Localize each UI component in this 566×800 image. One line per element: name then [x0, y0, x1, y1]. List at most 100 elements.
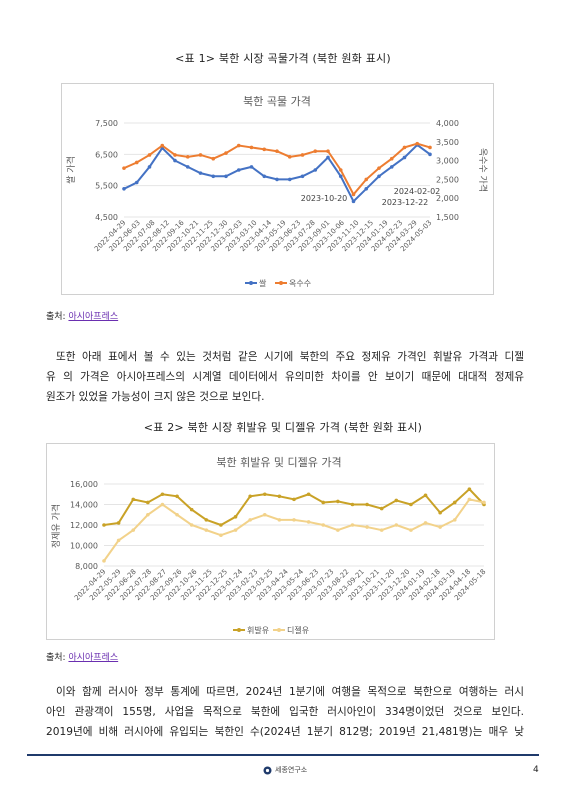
- chart2-point: [350, 502, 355, 507]
- chart1-point: [351, 192, 356, 197]
- chart1-point: [122, 166, 126, 170]
- chart2-point: [175, 494, 179, 499]
- fuel-price-chart: 북한 휘발유 및 디젤유 가격 16,000 14,000 12,000 10,000 8…: [46, 443, 495, 640]
- chart2-legend-marker: [277, 628, 281, 632]
- chart1-point: [198, 153, 203, 157]
- para2-line-2: 아인 관광객이 155명, 사업을 목적으로 북한에 입국한 러시아인이 334…: [46, 706, 524, 718]
- chart1-point: [173, 158, 177, 163]
- chart2-point: [146, 512, 150, 517]
- chart1-point: [236, 168, 241, 172]
- footer-logo: 세종연구소: [263, 765, 307, 775]
- chart1-point: [313, 168, 318, 172]
- source1: 출처: 아시아프레스: [46, 309, 118, 322]
- chart2-point: [277, 494, 282, 499]
- source2: 출처: 아시아프레스: [46, 650, 118, 663]
- chart1-point: [173, 153, 177, 157]
- footer-logo-text: 세종연구소: [275, 766, 308, 774]
- chart1-y-right-tick: 2,500: [436, 175, 459, 184]
- chart1-point: [326, 155, 330, 160]
- source1-link[interactable]: 아시아프레스: [68, 312, 119, 322]
- chart1-point: [287, 155, 292, 159]
- chart2-point: [160, 502, 165, 507]
- chart2-point: [482, 500, 486, 505]
- chart1-point: [364, 187, 369, 191]
- chart1-point: [236, 143, 241, 148]
- para1-line-1: 또한 아래 표에서 볼 수 있는 것처럼 같은 시기에 북한의 주요 정제유 가…: [56, 351, 524, 363]
- chart1-point: [249, 165, 254, 169]
- chart2-y-tick: 10,000: [70, 542, 98, 551]
- chart2-point: [321, 523, 326, 527]
- chart1-point: [389, 165, 394, 169]
- chart2-point: [394, 523, 399, 527]
- chart2-legend-marker: [237, 628, 241, 632]
- chart1-point: [224, 174, 228, 179]
- chart1-point: [134, 180, 139, 185]
- chart1-y-right-tick: 3,000: [436, 157, 459, 166]
- source1-label: 출처:: [46, 312, 69, 322]
- chart1-legend-label: 옥수수: [289, 279, 311, 288]
- chart2-point: [365, 502, 369, 507]
- chart2-ylabel: 정제유 가격: [50, 504, 62, 548]
- chart2-point: [292, 497, 296, 502]
- chart1-point: [134, 160, 139, 165]
- chart1-point: [428, 145, 432, 150]
- chart1-point: [185, 155, 190, 159]
- chart1-y-right-tick: 1,500: [436, 213, 459, 222]
- chart1-point: [428, 152, 432, 157]
- chart2-point: [277, 518, 282, 522]
- chart1-ylabel-right: 옥수수 가격: [477, 148, 489, 192]
- chart1-point: [275, 149, 279, 153]
- chart2-point: [423, 521, 428, 525]
- chart1-point: [402, 155, 407, 160]
- chart2-point: [233, 515, 238, 519]
- chart2-point: [292, 518, 296, 522]
- chart1-point: [300, 174, 305, 179]
- chart2-point: [189, 523, 194, 527]
- chart1-legend-marker: [249, 281, 253, 285]
- chart1-point: [415, 141, 420, 146]
- chart2-point: [233, 528, 238, 532]
- chart2-point: [175, 512, 179, 517]
- chart1-y-right-tick: 3,500: [436, 138, 459, 147]
- chart1-y-right-tick: 4,000: [436, 119, 459, 128]
- chart2-point: [336, 499, 340, 504]
- chart2-point: [248, 494, 252, 499]
- source2-link[interactable]: 아시아프레스: [68, 653, 119, 663]
- chart1-point: [198, 171, 203, 175]
- chart1-point: [338, 168, 343, 172]
- chart2-point: [262, 492, 267, 497]
- chart2-point: [219, 533, 223, 538]
- chart2-point: [160, 492, 165, 497]
- grain-price-chart-svg: 북한 곡물 가격 7,500 6,500 5,500 4,500 4,000 3,500 3,…: [65, 95, 489, 288]
- chart2-point: [146, 500, 150, 505]
- chart2-point: [467, 487, 472, 491]
- para2-line-3: 2019년에 비해 러시아에 유입되는 북한인 수(2024년 1분기 812명…: [46, 726, 524, 738]
- chart2-series-line: [103, 498, 485, 562]
- chart1-point: [211, 156, 216, 161]
- chart1-y-left-tick: 7,500: [95, 119, 118, 128]
- chart2-point: [350, 523, 355, 527]
- chart2-point: [204, 528, 209, 532]
- chart2-point: [409, 502, 413, 507]
- para2-line-1: 이와 함께 러시아 정부 통계에 따르면, 2024년 1분기에 여행을 목적으…: [56, 686, 524, 698]
- chart2-point: [131, 497, 136, 502]
- chart1-point: [147, 153, 152, 157]
- chart2-point: [248, 518, 252, 522]
- chart1-point: [313, 149, 318, 153]
- chart1-title: 북한 곡물 가격: [243, 95, 311, 108]
- chart1-point: [185, 165, 190, 169]
- chart2-y-tick: 12,000: [70, 521, 98, 530]
- chart2-point: [379, 506, 384, 511]
- chart1-y-right-tick: 2,000: [436, 194, 459, 203]
- chart1-legend-label: 쌀: [259, 279, 267, 288]
- para1-line-3: 원조가 있었을 가능성이 크지 않은 것으로 보인다.: [46, 391, 265, 403]
- chart1-point: [262, 147, 267, 152]
- chart1-point: [211, 174, 216, 179]
- chart2-point: [452, 518, 457, 522]
- chart1-series-line: [123, 143, 431, 204]
- chart1-annotation: 2023-12-22: [382, 198, 429, 207]
- chart1-point: [287, 177, 292, 182]
- institute-logo-icon: [263, 766, 272, 774]
- chart1-point: [300, 153, 305, 157]
- chart2-point: [306, 520, 311, 524]
